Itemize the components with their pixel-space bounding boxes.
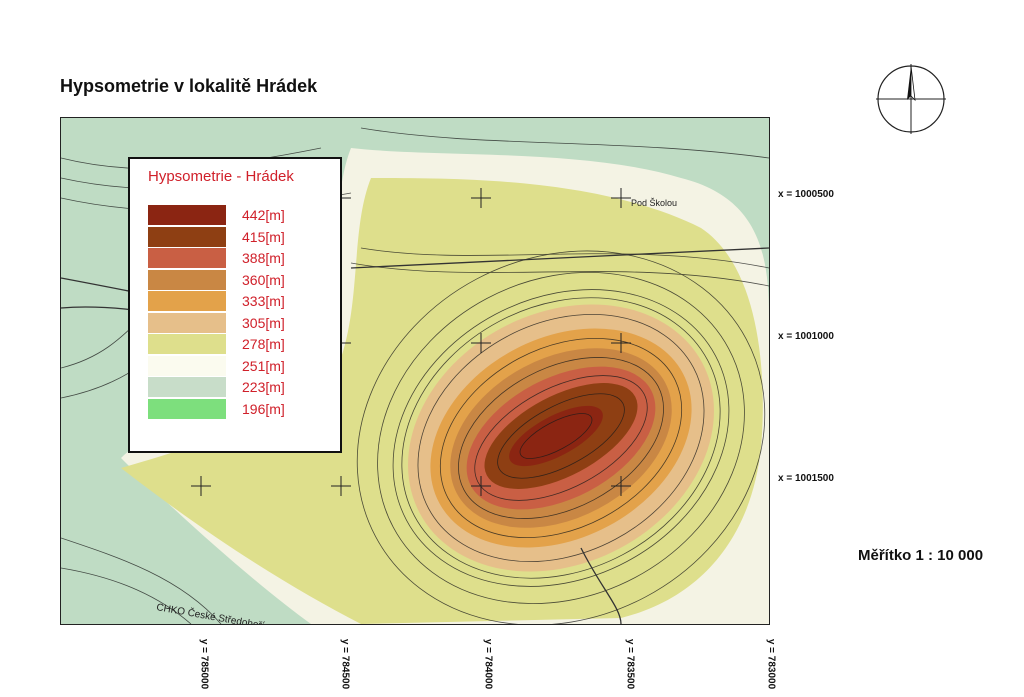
grid-label-y-1: y = 784500	[339, 638, 351, 690]
north-arrow-icon	[876, 64, 946, 134]
band-442	[509, 405, 603, 467]
legend-box: Hypsometrie - Hrádek 442[m] 415[m] 388[m] 3…	[128, 157, 342, 453]
legend-item: 196[m]	[148, 398, 338, 419]
legend-item: 333[m]	[148, 291, 338, 311]
grid-label-y-3: y = 783500	[624, 638, 636, 690]
place-label-pod-skolou: Pod Školou	[631, 198, 677, 208]
legend-swatch	[148, 377, 226, 397]
legend-label: 223[m]	[242, 379, 285, 395]
grid-label-x-0: x = 1000500	[778, 189, 834, 200]
legend-item: 360[m]	[148, 269, 338, 290]
legend-swatch	[148, 398, 226, 419]
grid-label-y-2: y = 784000	[482, 638, 494, 690]
grid-label-x-2: x = 1001500	[778, 473, 834, 484]
legend-label: 196[m]	[242, 400, 285, 417]
legend-swatch	[148, 291, 226, 311]
grid-label-x-1: x = 1001000	[778, 331, 834, 342]
legend-swatch	[148, 226, 226, 247]
scale-label: Měřítko 1 : 10 000	[858, 547, 984, 564]
legend-label: 305[m]	[242, 314, 285, 331]
legend-swatch	[148, 334, 226, 354]
legend-label: 360[m]	[242, 271, 285, 288]
legend-label: 251[m]	[242, 357, 285, 374]
legend-item: 388[m]	[148, 248, 338, 268]
legend-swatch	[148, 312, 226, 333]
grid-label-y-0: y = 785000	[198, 638, 210, 690]
legend-label: 442[m]	[242, 207, 285, 223]
legend-item: 251[m]	[148, 355, 338, 376]
legend-swatch	[148, 355, 226, 376]
legend-label: 388[m]	[242, 250, 285, 266]
legend-swatch	[148, 205, 226, 225]
legend-item: 223[m]	[148, 377, 338, 397]
legend-title: Hypsometrie - Hrádek	[148, 168, 294, 185]
legend-label: 415[m]	[242, 228, 285, 245]
legend-swatch	[148, 248, 226, 268]
hypsometric-map: Pod Školou CHKO České Středohoří	[60, 117, 770, 625]
legend-swatch	[148, 269, 226, 290]
legend-item: 415[m]	[148, 226, 338, 247]
legend-item: 305[m]	[148, 312, 338, 333]
grid-label-y-4: y = 783000	[765, 638, 777, 690]
legend-item: 278[m]	[148, 334, 338, 354]
legend-label: 278[m]	[242, 336, 285, 352]
legend-label: 333[m]	[242, 293, 285, 309]
legend-item: 442[m]	[148, 205, 338, 225]
map-title: Hypsometrie v lokalitě Hrádek	[60, 76, 318, 96]
map-canvas: Pod Školou CHKO České Středohoří	[61, 118, 769, 624]
